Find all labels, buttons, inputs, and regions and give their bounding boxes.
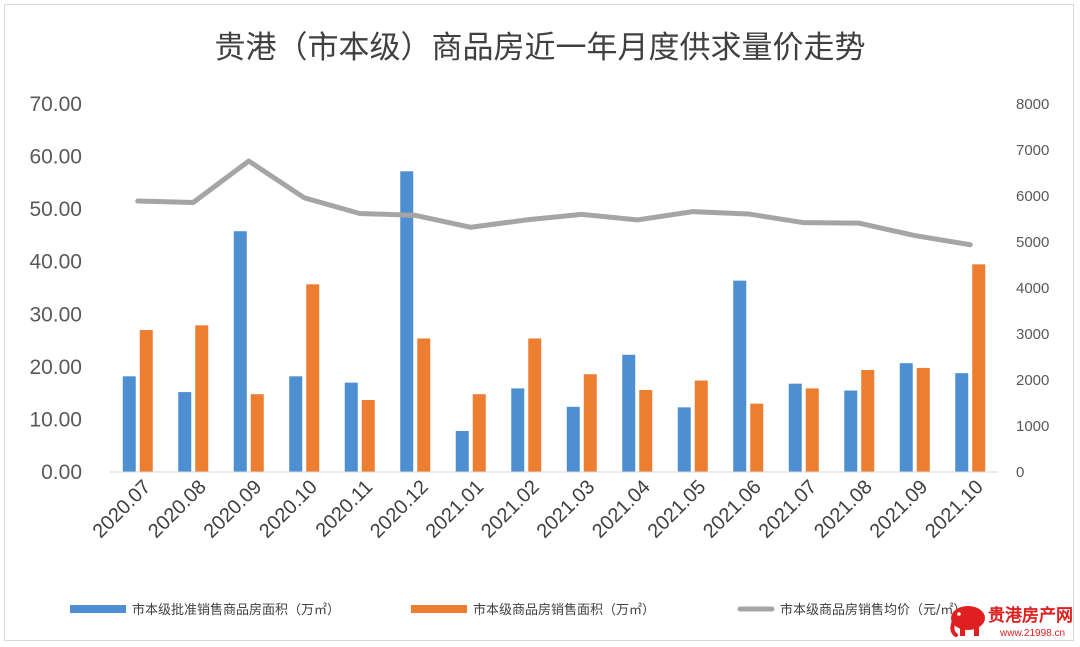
bar-sales-area bbox=[472, 394, 486, 472]
x-tick-label: 2021.10 bbox=[921, 476, 988, 543]
bar-sales-area bbox=[861, 370, 875, 472]
legend-label: 市本级批准销售商品房面积（万㎡） bbox=[132, 602, 340, 618]
y-right-tick-label: 7000 bbox=[1016, 142, 1049, 159]
legend: 市本级批准销售商品房面积（万㎡） 市本级商品房销售面积（万㎡） 市本级商品房销售均价… bbox=[70, 602, 966, 618]
bar-approved-area bbox=[788, 383, 802, 472]
x-tick-label: 2021.09 bbox=[866, 476, 933, 543]
y-axis-left: 0.00 10.00 20.00 30.00 40.00 50.00 60.00 70.00 bbox=[29, 93, 82, 484]
watermark-text: 贵港房产网 bbox=[988, 605, 1073, 626]
bar-approved-area bbox=[511, 388, 525, 472]
bar-approved-area bbox=[622, 354, 636, 472]
x-tick-label: 2021.05 bbox=[644, 476, 711, 543]
bar-sales-area bbox=[583, 374, 597, 472]
x-tick-label: 2020.09 bbox=[200, 476, 267, 543]
bar-approved-area bbox=[233, 231, 247, 472]
y-left-tick-label: 70.00 bbox=[29, 93, 82, 116]
bar-approved-area bbox=[844, 390, 858, 472]
bar-sales-area bbox=[417, 338, 431, 472]
x-tick-label: 2021.03 bbox=[533, 476, 600, 543]
line-average-price bbox=[135, 158, 973, 248]
x-tick-label: 2021.07 bbox=[755, 476, 822, 543]
y-right-tick-label: 5000 bbox=[1016, 234, 1049, 251]
bar-sales-area bbox=[750, 403, 764, 472]
x-tick-label: 2020.11 bbox=[312, 476, 378, 542]
x-tick-label: 2020.10 bbox=[255, 476, 322, 543]
x-tick-label: 2020.08 bbox=[144, 476, 211, 543]
bar-approved-area bbox=[677, 407, 691, 472]
x-tick-label: 2021.01 bbox=[422, 476, 489, 543]
price-line bbox=[135, 158, 973, 248]
y-left-tick-label: 40.00 bbox=[29, 251, 82, 274]
bar-sales-area bbox=[250, 394, 264, 472]
y-right-tick-label: 6000 bbox=[1016, 188, 1049, 205]
y-left-tick-label: 50.00 bbox=[29, 198, 82, 221]
x-axis: 2020.072020.082020.092020.102020.112020.… bbox=[89, 476, 988, 543]
bar-sales-area bbox=[916, 367, 930, 472]
y-left-tick-label: 60.00 bbox=[29, 146, 82, 169]
bar-sales-area bbox=[805, 388, 819, 472]
y-left-tick-label: 10.00 bbox=[29, 408, 82, 431]
bar-sales-area bbox=[639, 389, 653, 472]
bar-sales-area bbox=[361, 399, 375, 472]
y-right-tick-label: 1000 bbox=[1016, 418, 1049, 435]
bar-approved-area bbox=[178, 392, 192, 472]
legend-swatch-sales bbox=[411, 605, 467, 613]
bar-approved-area bbox=[733, 280, 747, 472]
legend-label: 市本级商品房销售均价（元/㎡） bbox=[780, 602, 966, 618]
watermark-url: www.21998.cn bbox=[999, 628, 1065, 639]
y-axis-right: 0 1000 2000 3000 4000 5000 6000 7000 8000 bbox=[1016, 96, 1049, 481]
legend-swatch-approved bbox=[70, 605, 126, 613]
y-right-tick-label: 2000 bbox=[1016, 372, 1049, 389]
bar-approved-area bbox=[955, 373, 969, 472]
x-tick-label: 2020.07 bbox=[89, 476, 156, 543]
x-tick-label: 2020.12 bbox=[366, 476, 433, 543]
chart-title: 贵港（市本级）商品房近一年月度供求量价走势 bbox=[215, 30, 866, 66]
x-tick-label: 2021.02 bbox=[477, 476, 544, 543]
bar-sales-area bbox=[139, 330, 153, 472]
bar-approved-area bbox=[400, 171, 414, 472]
y-left-tick-label: 0.00 bbox=[41, 461, 82, 484]
bar-approved-area bbox=[566, 406, 580, 472]
x-tick-label: 2021.04 bbox=[588, 476, 655, 543]
y-right-tick-label: 0 bbox=[1016, 464, 1024, 481]
y-left-tick-label: 20.00 bbox=[29, 356, 82, 379]
y-left-tick-label: 30.00 bbox=[29, 303, 82, 326]
chart-frame bbox=[4, 4, 1074, 641]
bar-approved-area bbox=[344, 382, 358, 472]
y-right-tick-label: 4000 bbox=[1016, 280, 1049, 297]
watermark-logo: 贵港房产网 www.21998.cn bbox=[950, 605, 1073, 639]
bar-sales-area bbox=[195, 325, 209, 472]
bar-sales-area bbox=[306, 284, 320, 472]
bar-sales-area bbox=[694, 380, 708, 472]
bars bbox=[122, 171, 986, 472]
y-right-tick-label: 8000 bbox=[1016, 96, 1049, 113]
legend-label: 市本级商品房销售面积（万㎡） bbox=[473, 602, 655, 618]
x-tick-label: 2021.08 bbox=[810, 476, 877, 543]
bar-approved-area bbox=[455, 430, 469, 472]
elephant-icon bbox=[950, 606, 985, 637]
y-right-tick-label: 3000 bbox=[1016, 326, 1049, 343]
x-tick-label: 2021.06 bbox=[699, 476, 766, 543]
bar-approved-area bbox=[289, 376, 303, 472]
bar-sales-area bbox=[972, 264, 986, 472]
bar-approved-area bbox=[899, 363, 913, 472]
bar-approved-area bbox=[122, 376, 136, 472]
bar-sales-area bbox=[528, 338, 542, 472]
